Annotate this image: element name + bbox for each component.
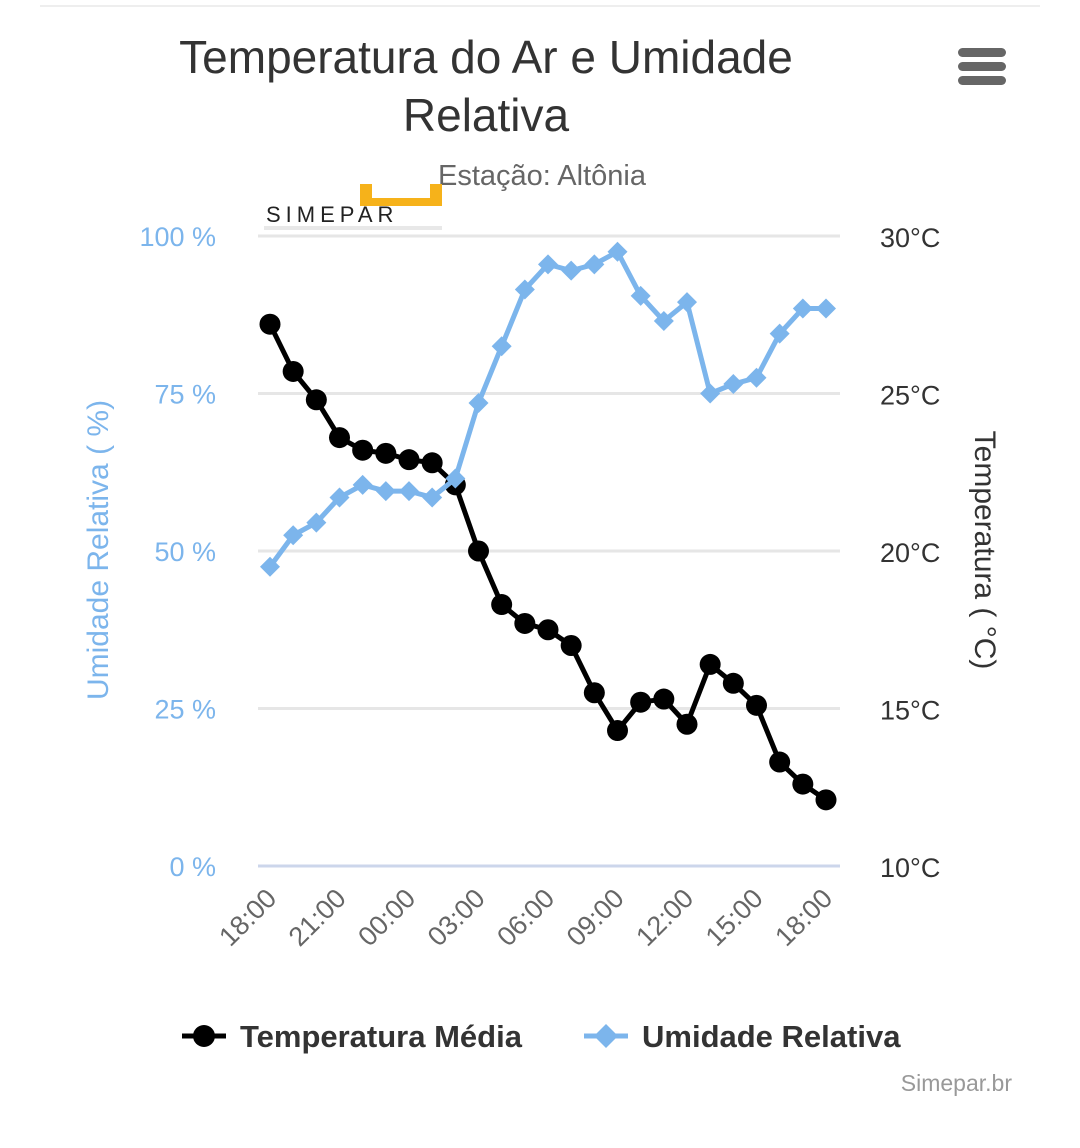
humidity-point[interactable] xyxy=(723,374,744,395)
hamburger-menu-icon xyxy=(958,76,1006,85)
humidity-point[interactable] xyxy=(769,323,790,344)
legend-label-humidity: Umidade Relativa xyxy=(642,1019,901,1054)
x-tick-label: 18:00 xyxy=(213,883,282,952)
humidity-point[interactable] xyxy=(260,556,280,577)
chart-plot: 0 % 25 % 50 % 75 % 100 % 10°C 15°C 20°C 25°C 30°C… xyxy=(82,222,1001,952)
y-right-tick-label: 25°C xyxy=(880,381,940,411)
temperature-point[interactable] xyxy=(514,612,536,634)
top-divider xyxy=(40,5,1040,7)
y-right-tick-label: 10°C xyxy=(880,853,940,883)
humidity-point[interactable] xyxy=(653,311,674,332)
humidity-point[interactable] xyxy=(746,367,767,388)
humidity-point[interactable] xyxy=(792,298,813,319)
humidity-point[interactable] xyxy=(816,298,836,319)
y-left-tick-label: 100 % xyxy=(139,222,216,252)
y-right-tick-label: 20°C xyxy=(880,538,940,568)
humidity-point[interactable] xyxy=(677,292,697,313)
legend-item-humidity[interactable]: Umidade Relativa xyxy=(584,1019,901,1054)
x-tick-label: 00:00 xyxy=(352,883,421,952)
legend-label-temperature: Temperatura Média xyxy=(240,1019,523,1054)
y-left-tick-label: 25 % xyxy=(154,695,216,725)
y-left-tick-label: 50 % xyxy=(154,537,216,567)
temperature-point[interactable] xyxy=(537,619,559,641)
humidity-point[interactable] xyxy=(306,512,327,533)
humidity-point[interactable] xyxy=(329,487,350,508)
chart-subtitle: Estação: Altônia xyxy=(438,160,646,192)
temperature-point[interactable] xyxy=(352,439,374,461)
y-right-tick-label: 15°C xyxy=(880,696,940,726)
humidity-point[interactable] xyxy=(399,481,419,502)
temperature-point[interactable] xyxy=(630,691,652,713)
humidity-point[interactable] xyxy=(630,285,651,306)
temperature-point[interactable] xyxy=(769,751,791,773)
legend-marker-temperature xyxy=(193,1025,215,1047)
x-tick-label: 06:00 xyxy=(491,883,560,952)
hamburger-menu-icon xyxy=(958,48,1006,57)
temperature-point[interactable] xyxy=(653,688,675,710)
temperature-point[interactable] xyxy=(305,389,327,411)
humidity-point[interactable] xyxy=(352,474,373,495)
temperature-point[interactable] xyxy=(676,713,698,735)
humidity-point[interactable] xyxy=(607,241,628,262)
humidity-line xyxy=(267,249,826,569)
humidity-point[interactable] xyxy=(468,392,489,413)
temperature-point[interactable] xyxy=(583,682,605,704)
humidity-point[interactable] xyxy=(422,487,443,508)
y-right-axis-title: Temperatura ( °C) xyxy=(968,431,1001,670)
humidity-point[interactable] xyxy=(375,481,396,502)
hamburger-menu-icon xyxy=(958,62,1006,71)
chart-context-menu-button[interactable] xyxy=(950,42,1016,92)
temperature-point[interactable] xyxy=(329,427,350,449)
credits-link[interactable]: Simepar.br xyxy=(900,1070,1012,1096)
humidity-point[interactable] xyxy=(561,260,582,281)
y-right-tick-label: 30°C xyxy=(880,223,940,253)
temperature-point[interactable] xyxy=(746,694,767,716)
x-tick-label: 09:00 xyxy=(561,883,630,952)
temperature-point[interactable] xyxy=(421,452,443,474)
legend-marker-humidity xyxy=(594,1024,618,1048)
temperature-point[interactable] xyxy=(792,773,814,795)
humidity-point[interactable] xyxy=(283,525,304,546)
humidity-point[interactable] xyxy=(700,383,721,404)
y-left-tick-label: 75 % xyxy=(154,380,216,410)
simepar-logo: SIMEPAR xyxy=(264,184,442,230)
temperature-point[interactable] xyxy=(259,313,281,335)
y-left-tick-label: 0 % xyxy=(169,852,216,882)
temperature-point[interactable] xyxy=(607,720,628,742)
temperature-line xyxy=(267,323,828,802)
temperature-point[interactable] xyxy=(375,442,397,464)
humidity-point[interactable] xyxy=(584,254,605,275)
humidity-point[interactable] xyxy=(538,254,558,275)
temperature-point[interactable] xyxy=(398,449,420,471)
temperature-point[interactable] xyxy=(815,789,837,811)
humidity-point[interactable] xyxy=(445,468,466,489)
chart-legend: Temperatura Média Umidade Relativa xyxy=(182,1019,901,1054)
temperature-point[interactable] xyxy=(491,594,513,616)
temperature-point[interactable] xyxy=(468,540,489,562)
y-left-axis-title: Umidade Relativa ( %) xyxy=(82,400,115,700)
chart-title: Temperatura do Ar e Umidade Relativa xyxy=(179,31,793,141)
temperature-point[interactable] xyxy=(699,653,721,675)
legend-item-temperature[interactable]: Temperatura Média xyxy=(182,1019,523,1054)
temperature-point[interactable] xyxy=(722,672,744,694)
x-tick-label: 21:00 xyxy=(283,883,352,952)
x-tick-label: 18:00 xyxy=(769,883,838,952)
x-tick-label: 15:00 xyxy=(700,883,769,952)
humidity-point[interactable] xyxy=(491,336,512,357)
humidity-point[interactable] xyxy=(514,279,535,300)
x-tick-label: 03:00 xyxy=(422,883,491,952)
x-tick-label: 12:00 xyxy=(630,883,699,952)
temperature-point[interactable] xyxy=(560,635,582,656)
svg-text:SIMEPAR: SIMEPAR xyxy=(266,202,398,227)
temperature-point[interactable] xyxy=(282,360,304,382)
